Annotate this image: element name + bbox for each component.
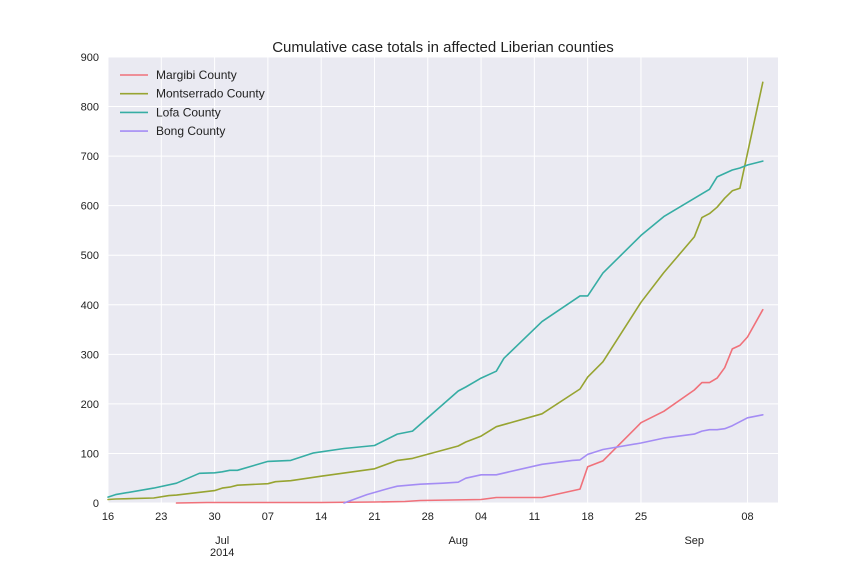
x-tick-label: 08 <box>741 511 753 523</box>
y-axis: 0 100 200 300 400 500 600 700 800 900 <box>81 52 99 510</box>
x-tick-label: 18 <box>582 511 594 523</box>
y-tick-label: 100 <box>81 448 99 460</box>
x-axis: 16 23 30 Jul 2014 07 14 21 28 Aug 04 11 18 25 Sep 08 <box>102 511 754 559</box>
legend-label-margibi-county: Margibi County <box>156 68 237 82</box>
legend: Margibi County Montserrado County Lofa Cou… <box>120 68 265 138</box>
plot-background <box>108 57 778 503</box>
legend-label-montserrado-county: Montserrado County <box>156 87 265 101</box>
y-tick-label: 500 <box>81 250 99 262</box>
y-tick-label: 900 <box>81 52 99 64</box>
x-tick-label: 28 <box>422 511 434 523</box>
x-tick-label: 23 <box>155 511 167 523</box>
chart-title: Cumulative case totals in affected Liber… <box>272 39 614 56</box>
legend-label-lofa-county: Lofa County <box>156 105 221 119</box>
x-tick-label: 30 <box>208 511 220 523</box>
series-lines <box>107 81 764 504</box>
x-tick-label: 25 <box>635 511 647 523</box>
y-tick-label: 300 <box>81 349 99 361</box>
x-tick-sublabel: Jul 2014 <box>210 535 234 559</box>
x-tick-label: 16 <box>102 511 114 523</box>
series-line-bong-county <box>343 413 764 504</box>
y-tick-label: 600 <box>81 201 99 213</box>
x-tick-label: 21 <box>368 511 380 523</box>
series-line-montserrado-county <box>107 81 764 501</box>
x-tick-label: 07 <box>262 511 274 523</box>
x-tick-label: 14 <box>315 511 327 523</box>
x-tick-sublabel: Sep <box>684 535 704 547</box>
y-tick-label: 200 <box>81 399 99 411</box>
x-tick-sublabel: Aug <box>448 535 468 547</box>
legend-label-bong-county: Bong County <box>156 124 225 138</box>
series-line-margibi-county <box>175 308 764 504</box>
x-tick-label: 11 <box>529 511 540 523</box>
y-tick-label: 400 <box>81 300 99 312</box>
x-tick-label: 04 <box>475 511 487 523</box>
y-tick-label: 800 <box>81 102 99 114</box>
grid-lines <box>107 56 778 504</box>
series-line-lofa-county <box>107 160 764 498</box>
y-tick-label: 700 <box>81 151 99 163</box>
y-tick-label: 0 <box>93 498 99 510</box>
